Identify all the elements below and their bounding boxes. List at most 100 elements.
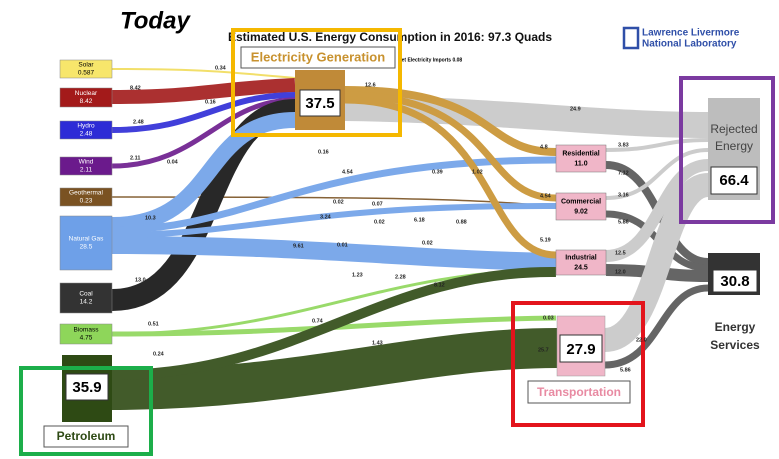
source-value: 2.48 <box>80 131 93 138</box>
sector-name: Residential <box>562 150 599 157</box>
flow-label: 1.23 <box>352 272 363 278</box>
source-name: Geothermal <box>69 190 104 197</box>
flow-label: 0.34 <box>215 65 227 71</box>
flow-label: 2.48 <box>133 119 144 125</box>
flow-label: 0.03 <box>543 315 554 321</box>
flow-label: 8.12 <box>434 282 445 288</box>
electricity-label: Electricity Generation <box>251 49 385 64</box>
services-label: Energy <box>715 320 756 334</box>
source-node <box>59 156 113 176</box>
nodes-and-labels: Solar0.587Nuclear8.42Hydro2.48Wind2.11Ge… <box>59 59 647 373</box>
electricity-label-box <box>240 46 396 69</box>
source-node <box>59 59 113 79</box>
flow-label: 0.07 <box>372 201 383 207</box>
sector-value: 9.02 <box>574 208 588 215</box>
rejected-value: 66.4 <box>719 172 749 189</box>
flow-label: 0.16 <box>205 99 216 105</box>
flow-label: 0.74 <box>312 318 324 324</box>
flow-label: 10.3 <box>145 215 156 221</box>
imports: Net Electricity Imports 0.08 <box>398 57 462 63</box>
transportation-callout <box>511 301 645 427</box>
flow-label: 7.12 <box>618 170 629 176</box>
flow-label: 0.04 <box>167 159 179 165</box>
flow-label: 4.54 <box>540 193 552 199</box>
source-node <box>59 87 113 108</box>
sector-name: Industrial <box>565 254 597 261</box>
source-value: 0.23 <box>80 198 93 205</box>
flow-label: 0.88 <box>456 219 467 225</box>
rejected-callout <box>679 76 775 224</box>
source-value: 28.5 <box>80 244 93 251</box>
source-name: Solar <box>78 62 94 69</box>
source-value: 2.11 <box>80 167 93 174</box>
flow-label: 0.01 <box>337 242 348 248</box>
flow-label: 3.24 <box>320 214 332 220</box>
flow-label: 22.0 <box>636 337 647 343</box>
sector-value: 24.5 <box>574 264 588 271</box>
flow-label: 0.51 <box>148 321 159 327</box>
transportation-label: Transportation <box>537 385 621 399</box>
transportation-value: 27.9 <box>566 341 595 358</box>
source-value: 4.75 <box>80 335 93 342</box>
flow-label: 12.0 <box>615 269 626 275</box>
flow-label: 2.11 <box>130 155 140 161</box>
value-box <box>712 269 758 293</box>
sector-node <box>555 192 607 221</box>
value-box <box>559 334 603 363</box>
flow-label: 1.43 <box>372 340 383 346</box>
rejected-label: Energy <box>715 139 753 153</box>
petroleum-value: 35.9 <box>72 379 101 396</box>
rejected-label: Rejected <box>710 122 757 136</box>
source-value: 8.42 <box>80 98 93 105</box>
flow-label: 5.19 <box>540 237 551 243</box>
sector-node <box>555 249 607 276</box>
petroleum-label-box <box>43 425 129 448</box>
flow-label: 0.24 <box>153 351 165 357</box>
services-value: 30.8 <box>720 273 749 290</box>
flow-label: 1.02 <box>472 169 483 175</box>
sector-node <box>555 144 607 173</box>
flow-label: 0.39 <box>432 169 443 175</box>
flow-label: 3.16 <box>618 192 629 198</box>
flow-label: 6.18 <box>414 217 425 223</box>
transportation-label-box <box>527 380 631 404</box>
flow-label: 4.8 <box>540 144 548 150</box>
value-box <box>65 373 109 401</box>
value-box <box>299 89 341 117</box>
org: Lawrence Livermore <box>642 28 740 39</box>
electricity-value: 37.5 <box>305 95 334 112</box>
flow-label: 24.9 <box>570 106 581 112</box>
flow-label: 12.6 <box>365 82 376 88</box>
source-value: 0.587 <box>78 70 95 77</box>
services-label: Services <box>710 338 760 352</box>
flow-label: 13.0 <box>135 277 146 283</box>
source-name: Natural Gas <box>69 236 104 243</box>
flow-label: 4.54 <box>342 169 354 175</box>
source-name: Nuclear <box>75 90 98 97</box>
source-node <box>59 323 113 345</box>
flow-label: 2.28 <box>395 274 406 280</box>
logo <box>622 26 640 50</box>
electricity-callout <box>231 28 402 137</box>
value-box <box>710 166 758 195</box>
source-name: Biomass <box>74 327 100 334</box>
title: Estimated U.S. Energy Consumption in 201… <box>228 30 552 44</box>
petroleum-label: Petroleum <box>57 429 116 443</box>
today-label: Today <box>120 7 191 34</box>
source-name: Coal <box>79 291 93 298</box>
source-node <box>59 187 113 207</box>
flow-label: 0.02 <box>422 240 433 246</box>
sector-value: 11.0 <box>574 160 587 167</box>
source-value: 14.2 <box>80 299 93 306</box>
flow-label: 9.61 <box>293 243 304 249</box>
flow-label: 0.02 <box>333 199 344 205</box>
source-node <box>59 215 113 271</box>
flows <box>111 68 711 410</box>
source-node <box>59 282 113 314</box>
source-name: Hydro <box>77 123 95 130</box>
flow-label: 8.42 <box>130 85 141 91</box>
sector-name: Commercial <box>561 198 601 205</box>
org: National Laboratory <box>642 39 737 50</box>
flow-label: 5.86 <box>620 367 631 373</box>
